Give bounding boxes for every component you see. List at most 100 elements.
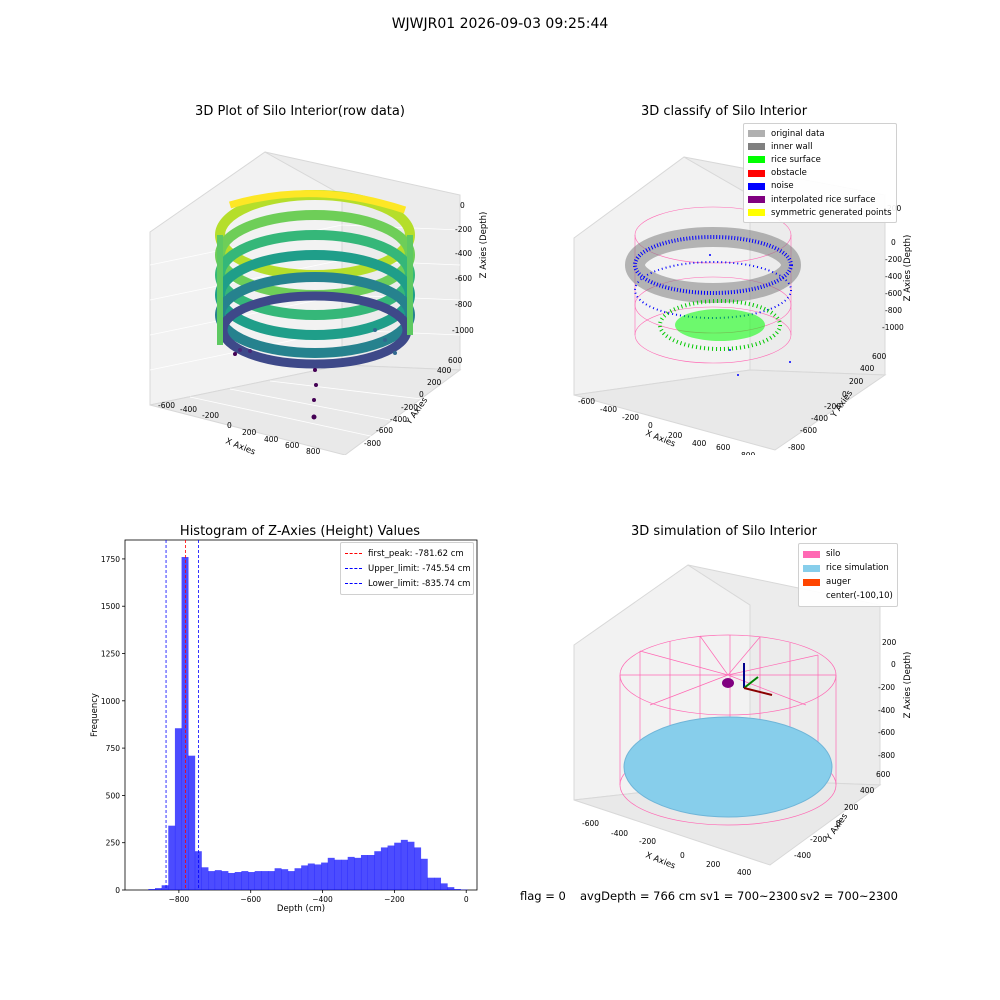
legend-label: center(-100,10): [826, 591, 893, 601]
svg-text:-400: -400: [455, 249, 472, 258]
legend-item: obstacle: [748, 167, 892, 180]
legend-label: symmetric generated points: [771, 207, 892, 218]
svg-text:200: 200: [668, 431, 683, 440]
svg-text:-600: -600: [578, 397, 595, 406]
histogram-bar: [174, 728, 182, 890]
simulation-legend: silo rice simulation auger center(-100,1…: [798, 543, 898, 607]
histogram-bar: [168, 825, 176, 890]
classify-x-ticks: -600 -400 -200 0 200 400 600 800: [578, 397, 756, 455]
svg-text:600: 600: [716, 443, 731, 452]
histogram-x-label: Depth (cm): [277, 904, 325, 914]
legend-swatch: [748, 156, 765, 164]
histogram-bar: [214, 870, 222, 890]
legend-label: obstacle: [771, 168, 807, 179]
legend-swatch: [748, 169, 765, 177]
svg-text:-600: -600: [158, 401, 175, 410]
legend-item: auger: [803, 575, 893, 589]
status-sv1: sv1 = 700~2300: [700, 889, 798, 903]
simulation-3d-plot: 200 0 -200 -400 -600 -800 Z Axies (Depth…: [573, 564, 913, 875]
histogram-bar: [201, 867, 209, 890]
raw-x-label: X Axies: [224, 437, 257, 455]
legend-swatch: [803, 564, 820, 572]
histogram-bar: [427, 877, 435, 890]
histogram-bar: [188, 755, 196, 890]
raw-y-ticks: 600 400 200 0 -200 -400 -600 -800: [364, 356, 463, 448]
svg-text:-600: -600: [582, 819, 599, 828]
svg-text:-200: -200: [455, 225, 472, 234]
legend-item: Upper_limit: -745.54 cm: [345, 561, 471, 576]
histogram-bar: [394, 842, 402, 890]
svg-text:-400: -400: [878, 706, 895, 715]
svg-text:200: 200: [706, 860, 721, 869]
raw-x-ticks: -600 -400 -200 0 200 400 600 800 1000: [158, 401, 321, 455]
svg-text:-200: -200: [824, 402, 841, 411]
histogram-bar: [287, 871, 295, 890]
svg-text:-400: -400: [390, 415, 407, 424]
svg-text:0: 0: [842, 390, 847, 399]
figure-suptitle: WJWJR01 2026-09-03 09:25:44: [391, 16, 609, 32]
histogram-bar: [161, 885, 169, 890]
legend-swatch: [748, 196, 765, 204]
x-tick-label: −200: [384, 895, 405, 904]
svg-text:400: 400: [860, 786, 875, 795]
svg-text:-200: -200: [639, 837, 656, 846]
svg-text:-200: -200: [622, 413, 639, 422]
y-tick-label: 250: [106, 839, 121, 848]
svg-text:-400: -400: [611, 829, 628, 838]
histogram-bar: [414, 847, 422, 890]
legend-swatch: [803, 593, 820, 600]
legend-label: silo: [826, 549, 841, 559]
svg-text:0: 0: [227, 421, 232, 430]
legend-label: noise: [771, 181, 794, 192]
histogram-bar: [307, 863, 315, 890]
svg-text:-600: -600: [800, 426, 817, 435]
histogram-bar: [261, 871, 269, 890]
legend-item: rice simulation: [803, 561, 893, 575]
legend-swatch: [748, 143, 765, 151]
histogram-bar: [148, 889, 156, 890]
svg-text:-200: -200: [202, 411, 219, 420]
svg-text:200: 200: [844, 803, 859, 812]
legend-label: Lower_limit: -835.74 cm: [368, 578, 471, 589]
legend-swatch: [803, 578, 820, 586]
svg-text:0: 0: [680, 851, 685, 860]
svg-text:-1000: -1000: [882, 323, 904, 332]
svg-text:200: 200: [427, 378, 442, 387]
svg-text:-600: -600: [376, 426, 393, 435]
svg-text:0: 0: [648, 421, 653, 430]
histogram-bar: [301, 865, 309, 890]
histogram-bar: [241, 871, 249, 890]
histogram-bar: [407, 841, 415, 890]
histogram-bar: [154, 888, 162, 890]
histogram-y-label: Frequency: [90, 693, 100, 737]
svg-text:0: 0: [460, 201, 465, 210]
svg-text:400: 400: [692, 439, 707, 448]
svg-text:400: 400: [264, 435, 279, 444]
svg-text:-800: -800: [364, 439, 381, 448]
classify-y-ticks: 600 400 200 0 -200 -400 -600 -800: [788, 352, 887, 452]
auger-marker: [722, 663, 773, 696]
svg-text:400: 400: [437, 366, 452, 375]
x-tick-label: −600: [240, 895, 261, 904]
legend-item: center(-100,10): [803, 589, 893, 603]
legend-label: rice surface: [771, 154, 821, 165]
histogram-legend: first_peak: -781.62 cm Upper_limit: -745…: [340, 542, 474, 595]
svg-text:-400: -400: [885, 272, 902, 281]
legend-item: symmetric generated points: [748, 206, 892, 219]
legend-label: original data: [771, 128, 825, 139]
simulation-z-ticks: 200 0 -200 -400 -600 -800: [878, 638, 897, 760]
svg-text:-800: -800: [885, 306, 902, 315]
svg-text:600: 600: [285, 441, 300, 450]
histogram-bar: [334, 859, 342, 890]
histogram-bar: [228, 872, 236, 890]
simulation-x-label: X Axies: [644, 851, 677, 872]
histogram-reference-lines: [165, 540, 199, 890]
svg-text:-400: -400: [180, 405, 197, 414]
histogram-bar: [434, 877, 442, 890]
svg-text:400: 400: [860, 364, 875, 373]
svg-text:200: 200: [849, 377, 864, 386]
legend-item: interpolated rice surface: [748, 193, 892, 206]
svg-text:200: 200: [242, 428, 257, 437]
legend-line: [345, 583, 362, 584]
histogram-y-ticks: 0 250 500 750 1000 1250 1500 1750: [101, 555, 125, 895]
